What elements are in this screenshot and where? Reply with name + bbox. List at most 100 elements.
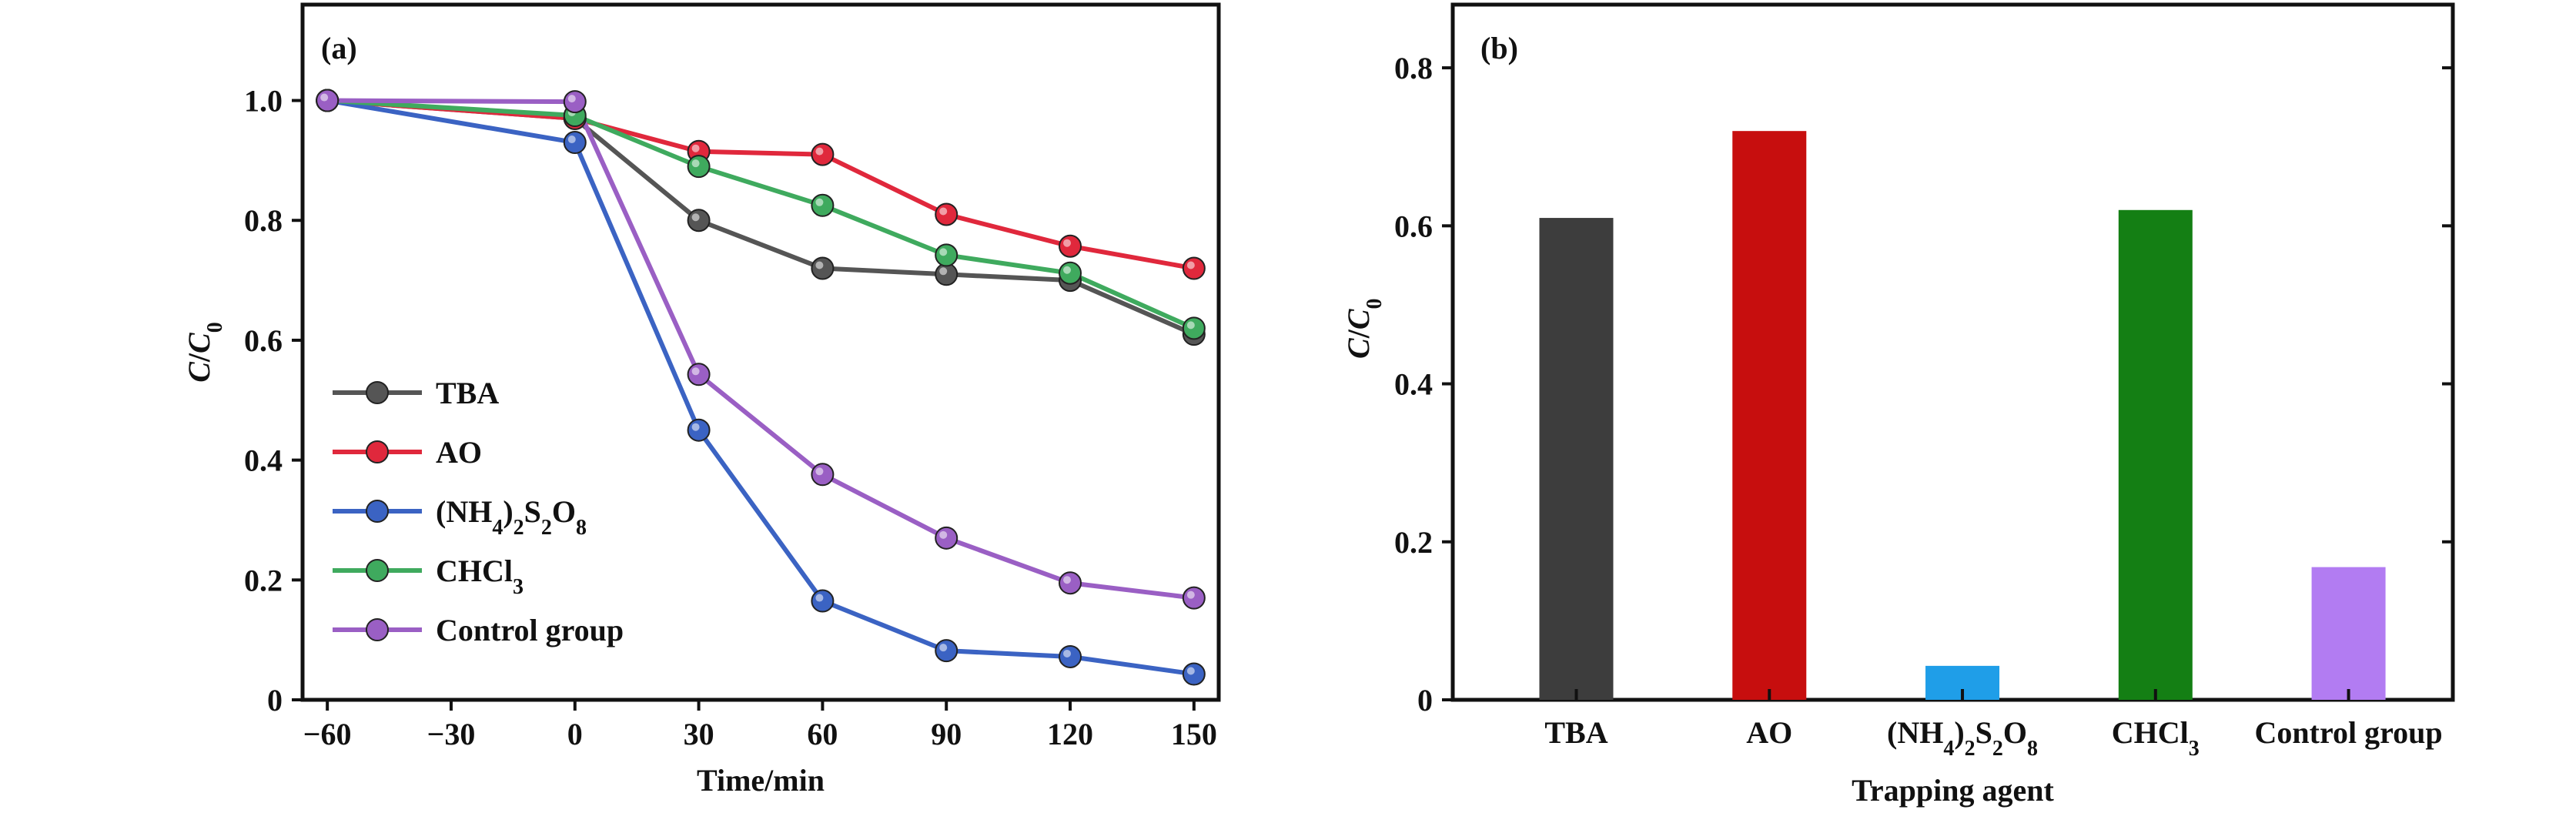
series-point bbox=[687, 363, 711, 386]
y-tick-label: 0.8 bbox=[1394, 51, 1433, 85]
series-point-highlight bbox=[1186, 667, 1195, 675]
series-point bbox=[563, 90, 587, 114]
legend-entry-part: 4 bbox=[492, 516, 503, 540]
series-point bbox=[1059, 644, 1082, 668]
series-point bbox=[1059, 261, 1082, 285]
y-tick-label: 0.2 bbox=[244, 563, 283, 597]
series-point-highlight bbox=[691, 423, 700, 431]
x-tick-label-part: 4 bbox=[1943, 737, 1954, 761]
panel-a-y-axis-title-part: 0 bbox=[203, 322, 227, 333]
y-tick-label: 0.6 bbox=[1394, 209, 1433, 243]
panel-b-y-axis-title-part: C bbox=[1341, 337, 1376, 359]
series-point bbox=[687, 209, 711, 233]
x-tick-label-part: 3 bbox=[2189, 737, 2200, 761]
legend-entry-part: 2 bbox=[514, 516, 524, 540]
series-point bbox=[1059, 234, 1082, 258]
panel-b-y-axis-title: C/C0 bbox=[1341, 298, 1387, 359]
series-point-highlight bbox=[1063, 239, 1072, 247]
legend-entry-part: S bbox=[524, 494, 541, 529]
series-point bbox=[811, 193, 835, 217]
x-tick-label: 0 bbox=[567, 717, 583, 751]
legend-entry-part: 3 bbox=[513, 575, 524, 599]
series-point-highlight bbox=[939, 267, 948, 276]
x-tick-label-part: 2 bbox=[1992, 737, 2003, 761]
series-point-highlight bbox=[567, 136, 576, 144]
legend-entry-part: O bbox=[552, 494, 576, 529]
x-tick-label-part: 8 bbox=[2027, 737, 2038, 761]
y-tick-label: 0 bbox=[1417, 683, 1433, 718]
series-point bbox=[687, 155, 711, 179]
x-tick-label: 60 bbox=[807, 717, 838, 751]
y-tick-label: 0.2 bbox=[1394, 525, 1433, 560]
x-tick-label: 150 bbox=[1171, 717, 1217, 751]
x-tick-label: −30 bbox=[427, 717, 476, 751]
series-point-highlight bbox=[691, 159, 700, 168]
series-point-highlight bbox=[815, 467, 824, 476]
x-tick-label: 90 bbox=[931, 717, 962, 751]
series-point-highlight bbox=[939, 530, 948, 539]
panel-a-y-axis-title-part: C bbox=[182, 361, 216, 383]
legend-swatch-marker bbox=[366, 618, 389, 641]
series-point-highlight bbox=[691, 144, 700, 152]
legend-entry: (NH4)2S2O8 bbox=[436, 494, 587, 540]
series-line bbox=[326, 98, 1196, 336]
panel-b-label: (b) bbox=[1480, 31, 1518, 65]
legend-swatch-marker bbox=[366, 381, 389, 404]
series-point-highlight bbox=[567, 95, 576, 103]
x-tick-label: (NH4)2S2O8 bbox=[1887, 715, 2038, 761]
panel-a: −60 −30 0 30 60 90 120 150 0 0.2 0.4 0.6 0.8 1.0 (a) Ti… bbox=[244, 2, 1221, 798]
x-tick-label-part: 2 bbox=[1965, 737, 1975, 761]
series-point-highlight bbox=[1063, 649, 1072, 657]
series-point bbox=[1182, 256, 1206, 280]
legend-entry-part: 2 bbox=[541, 516, 552, 540]
legend-entry-part: ) bbox=[503, 494, 513, 529]
series-point-highlight bbox=[1186, 321, 1195, 330]
panel-a-y-axis-title-part: C bbox=[182, 332, 216, 353]
x-tick-label-part: ) bbox=[1954, 715, 1964, 750]
panel-a-label: (a) bbox=[321, 31, 357, 65]
series-point bbox=[935, 263, 958, 286]
series-point bbox=[811, 463, 835, 487]
series-point bbox=[935, 202, 958, 226]
x-tick-label-part: (NH bbox=[1887, 715, 1943, 750]
series-point bbox=[1182, 662, 1206, 686]
legend-entry-part: 8 bbox=[576, 516, 587, 540]
series-point-highlight bbox=[939, 207, 948, 216]
x-tick-label-part: Control group bbox=[2255, 715, 2443, 750]
panel-a-plot-frame bbox=[300, 2, 1221, 702]
bar bbox=[1539, 218, 1614, 700]
x-tick-label: TBA bbox=[1544, 715, 1607, 750]
panel-a-y-axis-title-part: / bbox=[182, 353, 216, 363]
x-tick-label-part: TBA bbox=[1544, 715, 1607, 750]
x-tick-label: −60 bbox=[303, 717, 352, 751]
x-tick-label-part: O bbox=[2003, 715, 2027, 750]
series-line bbox=[326, 98, 1196, 331]
series-point bbox=[1059, 571, 1082, 595]
series-point-highlight bbox=[815, 147, 824, 156]
x-tick-label: 120 bbox=[1047, 717, 1093, 751]
series-point bbox=[687, 418, 711, 442]
bar bbox=[2311, 567, 2386, 700]
legend-entry: AO bbox=[436, 435, 482, 470]
y-tick-label: 0 bbox=[267, 683, 283, 718]
legend-entry: TBA bbox=[436, 376, 499, 410]
series-point bbox=[1182, 586, 1206, 610]
y-tick-label: 0.4 bbox=[244, 443, 283, 478]
panel-b-y-axis-title-part: C bbox=[1341, 308, 1376, 330]
series-point bbox=[811, 142, 835, 166]
panel-b: TBA AO (NH4)2S2O8 CHCl3 Control group 0 0.2 0.4… bbox=[1394, 2, 2455, 808]
y-tick-label: 0.4 bbox=[1394, 367, 1433, 402]
legend-swatch-marker bbox=[366, 559, 389, 582]
x-tick-label: AO bbox=[1746, 715, 1792, 750]
legend-entry: CHCl3 bbox=[436, 554, 524, 599]
series-point bbox=[1182, 316, 1206, 340]
x-tick-label-part: AO bbox=[1746, 715, 1792, 750]
panel-a-x-axis-title: Time/min bbox=[697, 763, 825, 798]
series-point-highlight bbox=[691, 213, 700, 222]
panel-b-y-axis-title-part: / bbox=[1341, 329, 1376, 339]
y-tick-label: 0.8 bbox=[244, 203, 283, 238]
x-tick-label-part: CHCl bbox=[2112, 715, 2189, 750]
panel-b-y-axis-title-part: 0 bbox=[1363, 298, 1387, 309]
series-point-highlight bbox=[1186, 591, 1195, 599]
